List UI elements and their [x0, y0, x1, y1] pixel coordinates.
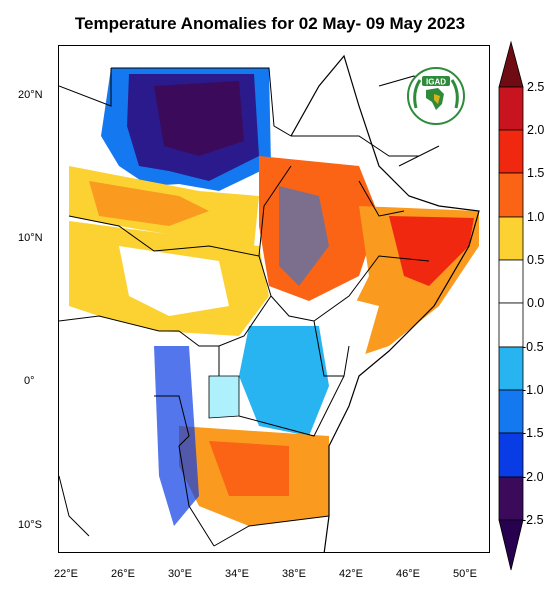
somalia-south-white: [314, 296, 379, 406]
colorbar: [498, 40, 524, 571]
ethiopia-cool-streaks: [279, 186, 329, 286]
colorbar-seg-4: [498, 172, 524, 218]
map-frame: [58, 45, 490, 553]
map-title: Temperature Anomalies for 02 May- 09 May…: [74, 14, 466, 33]
colorbar-seg-8: [498, 346, 524, 391]
colorbar-seg-10: [498, 432, 524, 478]
lon-tick-30e: 30°E: [168, 568, 192, 580]
colorbar-seg-11: [498, 476, 524, 521]
colorbar-label-2-0: 2.0: [527, 123, 545, 137]
lat-tick-10n: 10°N: [18, 232, 43, 244]
colorbar-label-neg-1-0: -1.0: [522, 383, 544, 397]
coastline: [290, 54, 480, 552]
lat-tick-10s: 10°S: [18, 519, 42, 531]
colorbar-seg-3: [498, 129, 524, 174]
kenya-cool-region: [239, 326, 329, 436]
lat-tick-20n: 20°N: [18, 89, 43, 101]
lon-tick-22e: 22°E: [54, 568, 78, 580]
lon-tick-42e: 42°E: [339, 568, 363, 580]
colorbar-label-1-5: 1.5: [527, 166, 545, 180]
colorbar-label-neg-0-5: -0.5: [522, 340, 544, 354]
lat-tick-0: 0°: [24, 375, 35, 387]
igad-logo-text: IGAD: [426, 78, 446, 87]
lake-victoria: [208, 375, 240, 419]
colorbar-label-0-5: 0.5: [527, 253, 545, 267]
colorbar-bottom-arrow: [498, 519, 524, 571]
drc-border-strip: [154, 346, 199, 526]
colorbar-label-0-0: 0.0: [527, 296, 545, 310]
colorbar-top-arrow: [498, 40, 524, 88]
somalia-hot-core: [389, 216, 474, 286]
igad-logo-icon: IGAD: [407, 67, 465, 125]
tanzania-hot-core: [209, 441, 289, 496]
colorbar-seg-6: [498, 259, 524, 304]
lon-tick-38e: 38°E: [282, 568, 306, 580]
anomaly-map: [59, 54, 480, 552]
colorbar-seg-5: [498, 216, 524, 261]
igad-logo: IGAD: [404, 64, 468, 128]
colorbar-seg-2: [498, 86, 524, 131]
colorbar-label-neg-2-5: -2.5: [522, 513, 544, 527]
colorbar-label-neg-2-0: -2.0: [522, 470, 544, 484]
lon-tick-26e: 26°E: [111, 568, 135, 580]
lon-tick-50e: 50°E: [453, 568, 477, 580]
colorbar-label-2-5: 2.5: [527, 80, 545, 94]
lon-tick-34e: 34°E: [225, 568, 249, 580]
colorbar-label-1-0: 1.0: [527, 210, 545, 224]
lon-tick-46e: 46°E: [396, 568, 420, 580]
sahel-warm-core: [89, 181, 209, 226]
colorbar-seg-9: [498, 389, 524, 434]
south-sudan-white: [119, 246, 229, 316]
colorbar-label-neg-1-5: -1.5: [522, 426, 544, 440]
colorbar-seg-7: [498, 302, 524, 348]
sudan-cold-core-dark: [154, 81, 244, 156]
